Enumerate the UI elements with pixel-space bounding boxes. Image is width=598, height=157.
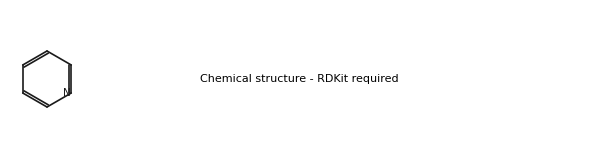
Text: Chemical structure - RDKit required: Chemical structure - RDKit required bbox=[200, 73, 398, 84]
Text: N: N bbox=[63, 88, 71, 98]
